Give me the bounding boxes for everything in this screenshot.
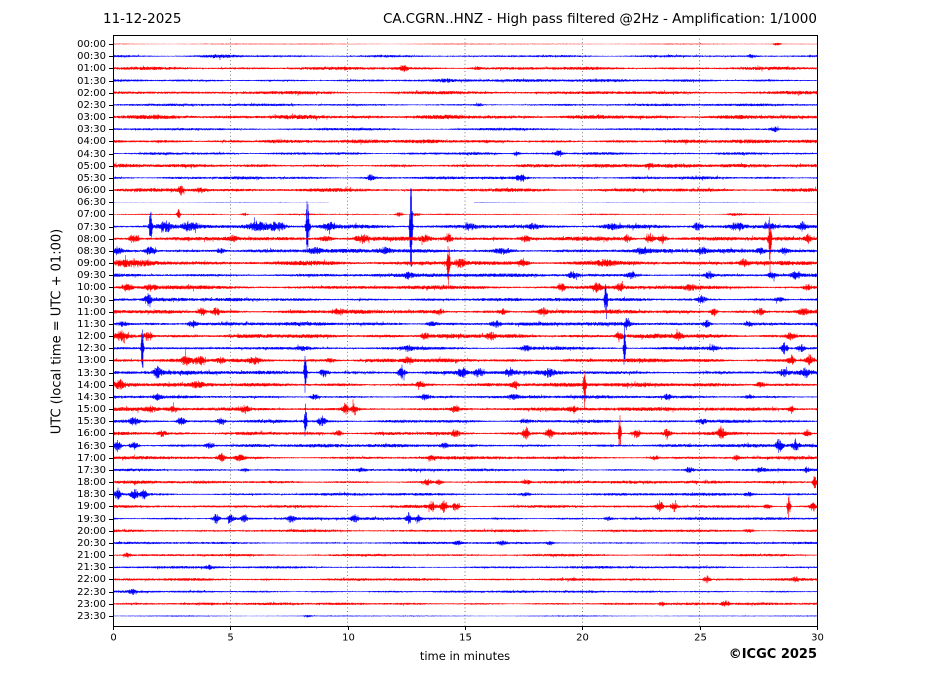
station-title: CA.CGRN..HNZ - High pass filtered @2Hz -… [382, 11, 817, 27]
date-title: 11-12-2025 [103, 11, 182, 27]
copyright-label: ©ICGC 2025 [728, 647, 817, 662]
y-axis-label: UTC (local time = UTC + 01:00) [49, 228, 65, 435]
x-axis-label: time in minutes [419, 649, 511, 663]
